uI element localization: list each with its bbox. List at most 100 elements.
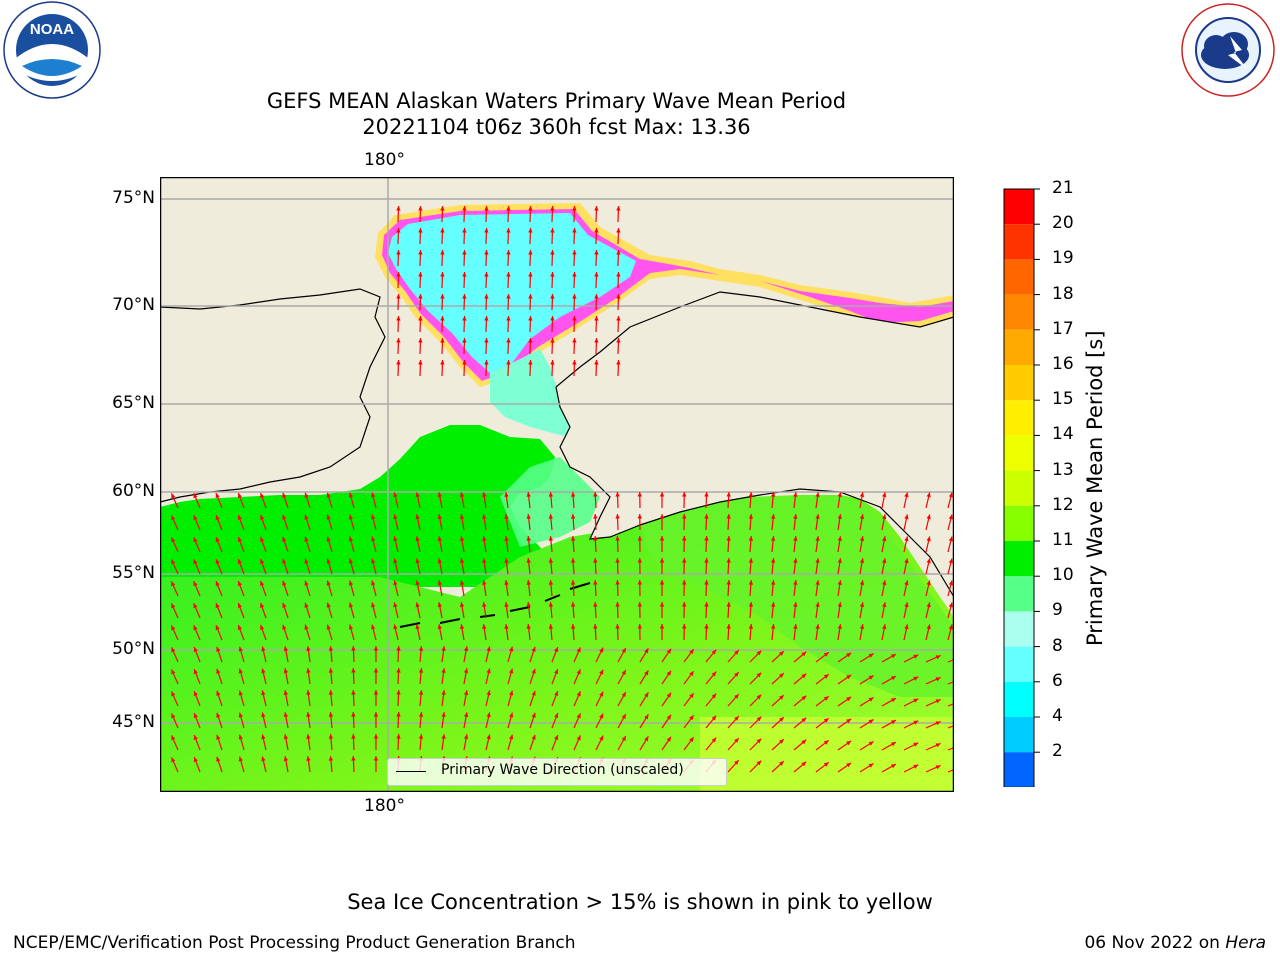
wave-arrow-head — [637, 580, 642, 585]
wave-arrow-head — [682, 624, 687, 629]
wave-arrow-head — [621, 648, 626, 653]
wave-arrow-head — [704, 602, 709, 607]
wave-arrow-head — [193, 537, 198, 543]
wave-arrow-head — [261, 646, 266, 652]
colorbar-segment — [1004, 646, 1034, 682]
wave-arrow-head — [837, 580, 842, 585]
wave-arrow-head — [260, 536, 265, 542]
wave-arrow-head — [748, 580, 754, 585]
wave-arrow-head — [859, 624, 865, 630]
wave-arrow-head — [823, 696, 829, 701]
wave-arrow-head — [926, 624, 931, 630]
wave-arrow-head — [396, 250, 401, 255]
wave-arrow-head — [441, 712, 446, 717]
wave-arrow-head — [351, 690, 356, 695]
wave-arrow-head — [282, 514, 287, 520]
wave-arrow-head — [599, 647, 604, 653]
map-panel — [160, 177, 954, 792]
wave-arrow-head — [237, 603, 242, 609]
wave-arrow-head — [948, 514, 953, 520]
colorbar-tick-label: 2 — [1052, 741, 1063, 762]
wave-arrow-head — [396, 338, 401, 343]
wave-arrow-head — [462, 294, 467, 299]
wave-arrow-head — [238, 690, 243, 696]
wave-arrow-head — [283, 690, 289, 696]
wave-arrow-head — [704, 624, 709, 629]
wave-arrow-head — [531, 690, 536, 696]
wave-arrow-head — [778, 651, 784, 656]
wave-arrow-head — [904, 492, 909, 498]
wave-arrow-head — [734, 672, 739, 677]
wave-arrow-head — [526, 536, 531, 541]
wave-arrow-head — [261, 756, 266, 762]
wave-arrow-head — [615, 514, 620, 519]
coastline — [160, 288, 954, 598]
wave-arrow-head — [935, 721, 941, 726]
wave-arrow-head — [328, 690, 334, 695]
wave-arrow-head — [526, 492, 531, 497]
wave-arrow-head — [215, 625, 220, 631]
wave-arrow-head — [193, 713, 198, 719]
wave-arrow-head — [621, 736, 626, 741]
wave-arrow-head — [260, 580, 265, 586]
colorbar-segment — [1004, 435, 1034, 471]
colorbar-segment — [1004, 189, 1034, 225]
wave-arrow-head — [815, 492, 820, 497]
wave-arrow-head — [726, 624, 731, 629]
wave-arrow-head — [689, 715, 694, 721]
wave-arrow-head — [734, 650, 739, 655]
wave-arrow-head — [682, 492, 687, 497]
wave-arrow-head — [548, 514, 554, 519]
wave-arrow-head — [528, 272, 533, 277]
wave-arrow-head — [418, 712, 424, 717]
wave-arrow — [947, 746, 954, 751]
wave-arrow-head — [418, 690, 424, 695]
wave-arrow-head — [846, 762, 852, 768]
wave-arrow-head — [748, 558, 754, 563]
wave-arrow-head — [637, 536, 642, 541]
wave-arrow-head — [415, 558, 420, 564]
wave-arrow-head — [216, 646, 221, 652]
colorbar-segment — [1004, 365, 1034, 401]
date-text: 06 Nov 2022 on — [1084, 933, 1220, 953]
wave-arrow-head — [554, 713, 559, 719]
wave-arrow-head — [659, 624, 665, 629]
colorbar-tick-label: 19 — [1052, 248, 1074, 269]
wave-arrow-head — [509, 690, 514, 696]
wave-arrow-head — [593, 624, 598, 629]
wave-arrow-head — [904, 514, 909, 520]
wave-arrow-head — [748, 624, 754, 629]
wave-arrow-head — [756, 716, 762, 722]
wave-arrow-head — [415, 536, 420, 542]
wave-arrow-head — [486, 712, 491, 718]
wave-arrow-head — [463, 646, 469, 652]
wave-arrow-head — [837, 624, 842, 629]
wave-arrow-head — [890, 764, 896, 769]
gulf-of-alaska — [640, 495, 954, 697]
wave-arrow-head — [734, 716, 739, 721]
wave-arrow-head — [171, 647, 176, 653]
wave-arrow-head — [482, 558, 487, 563]
wave-arrow-head — [348, 602, 354, 608]
wave-arrow-head — [935, 677, 941, 682]
wave-arrow-head — [637, 558, 642, 563]
svg-text:NOAA: NOAA — [30, 21, 74, 38]
wave-arrow-head — [440, 316, 445, 321]
wave-arrow-head — [644, 670, 649, 676]
wave-arrow-head — [528, 316, 533, 321]
wave-arrow-head — [526, 558, 531, 563]
bering-sea — [160, 425, 580, 587]
wave-arrow-head — [616, 228, 621, 233]
wave-arrow-head — [304, 536, 309, 542]
colorbar-tick-label: 12 — [1052, 494, 1074, 515]
wave-arrow-head — [770, 514, 776, 519]
wave-arrow-head — [326, 558, 331, 564]
wave-arrow-head — [283, 712, 289, 718]
wave-arrow-head — [637, 514, 642, 519]
wave-arrow-head — [304, 602, 309, 608]
wave-arrow-head — [393, 580, 398, 586]
wave-arrow-head — [570, 602, 576, 607]
wave-arrow-head — [437, 602, 442, 608]
colorbar-segment — [1004, 505, 1034, 541]
wave-arrow-head — [823, 740, 829, 745]
